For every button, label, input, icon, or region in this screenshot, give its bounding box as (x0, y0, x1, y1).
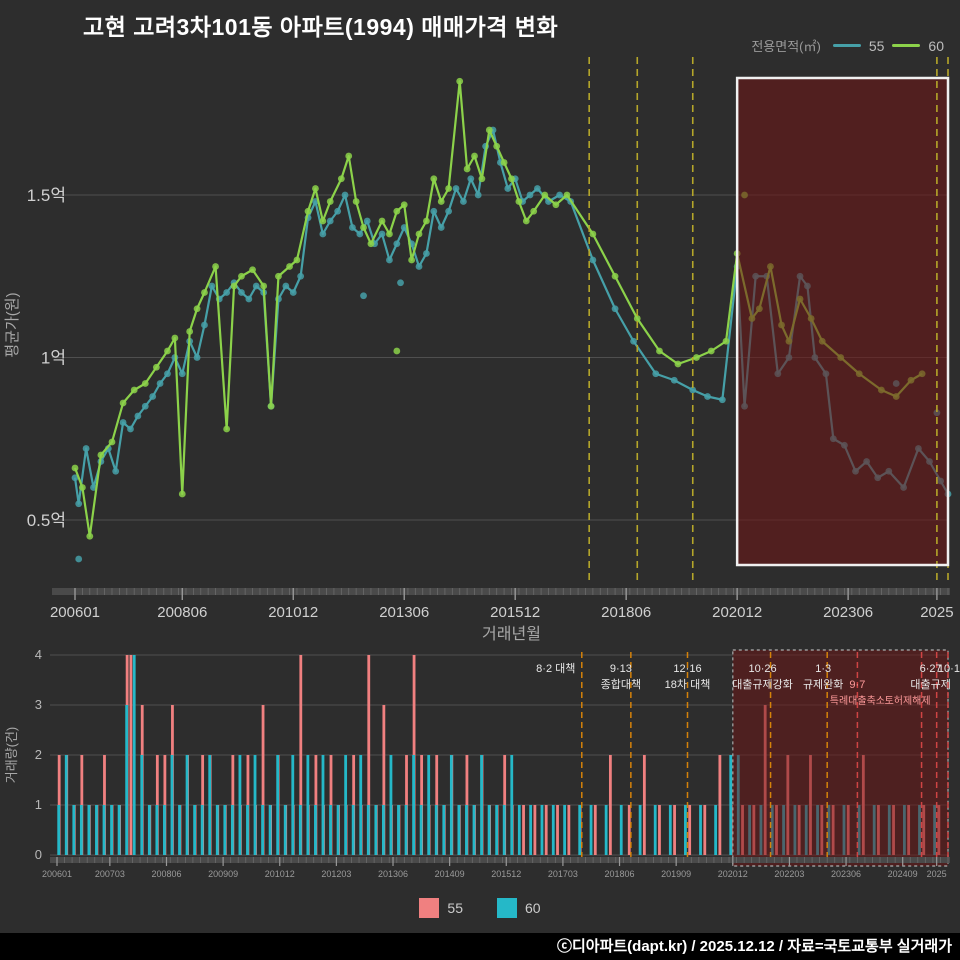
svg-text:9·13: 9·13 (610, 663, 632, 675)
svg-text:200703: 200703 (95, 869, 125, 879)
svg-text:0: 0 (35, 847, 42, 862)
volume-legend-label-55: 55 (447, 900, 463, 916)
svg-text:202012: 202012 (712, 604, 762, 621)
svg-text:1: 1 (35, 797, 42, 812)
svg-text:특례대출축소: 특례대출축소 (830, 695, 885, 707)
svg-text:거래년월: 거래년월 (482, 625, 541, 643)
svg-text:종합대책: 종합대책 (601, 678, 641, 691)
svg-text:201806: 201806 (605, 869, 635, 879)
svg-text:8·2 대책: 8·2 대책 (536, 662, 575, 675)
svg-text:202409: 202409 (888, 869, 918, 879)
legend-line-60 (892, 44, 921, 47)
svg-text:2: 2 (35, 747, 42, 762)
svg-text:4: 4 (35, 647, 42, 662)
svg-text:200601: 200601 (50, 604, 100, 621)
volume-legend-label-60: 60 (525, 900, 541, 916)
volume-legend-swatch-60 (497, 898, 517, 918)
svg-text:2025: 2025 (920, 604, 953, 621)
svg-text:201203: 201203 (321, 869, 351, 879)
legend-label-60[interactable]: 60 (928, 37, 944, 54)
svg-text:평균가(원): 평균가(원) (4, 292, 21, 357)
volume-legend-swatch-55 (419, 898, 440, 918)
svg-text:200909: 200909 (208, 869, 238, 879)
svg-text:202203: 202203 (774, 869, 804, 879)
svg-text:대출규제: 대출규제 (910, 678, 950, 691)
area-legend: 전용면적(㎡) 55 60 (751, 36, 944, 55)
svg-text:200601: 200601 (42, 869, 72, 879)
svg-text:6·27: 6·27 (920, 663, 942, 675)
svg-text:1억: 1억 (41, 349, 66, 368)
svg-text:대출규제강화: 대출규제강화 (732, 678, 793, 691)
svg-text:201512: 201512 (490, 604, 540, 621)
svg-text:규제완화: 규제완화 (803, 678, 843, 691)
svg-text:202306: 202306 (831, 869, 861, 879)
legend-line-55 (832, 44, 861, 47)
svg-text:1·3: 1·3 (815, 663, 831, 675)
svg-text:18차 대책: 18차 대책 (665, 678, 711, 691)
legend-label-55[interactable]: 55 (868, 37, 885, 54)
chart-canvas[interactable]: 0.5억 1억 1.5억 200601 200806 201012 201306 201512… (0, 0, 960, 933)
svg-text:201909: 201909 (661, 869, 691, 879)
page-title: 고현 고려3차101동 아파트(1994) 매매가격 변화 (83, 14, 559, 40)
svg-text:202012: 202012 (718, 869, 748, 879)
svg-text:거래량(건): 거래량(건) (4, 727, 19, 784)
svg-text:3: 3 (35, 697, 42, 712)
svg-text:202306: 202306 (823, 604, 873, 621)
volume-legend-item-60[interactable]: 60 (497, 898, 541, 918)
svg-text:10·26: 10·26 (748, 663, 776, 675)
svg-text:201012: 201012 (268, 604, 318, 621)
svg-text:201806: 201806 (601, 604, 651, 621)
svg-text:9·7: 9·7 (849, 679, 865, 691)
svg-text:토허제해제: 토허제해제 (885, 694, 931, 707)
footer-credit: ⓒ디아파트(dapt.kr) / 2025.12.12 / 자료=국토교통부 실… (0, 933, 960, 960)
area-legend-title: 전용면적(㎡) (751, 39, 821, 54)
svg-text:201512: 201512 (491, 869, 521, 879)
svg-text:201306: 201306 (378, 869, 408, 879)
svg-text:0.5억: 0.5억 (27, 511, 66, 530)
svg-text:10·15: 10·15 (938, 663, 960, 675)
svg-text:200806: 200806 (151, 869, 181, 879)
svg-text:200806: 200806 (157, 604, 207, 621)
svg-text:201012: 201012 (265, 869, 295, 879)
volume-legend: 55 60 (0, 898, 960, 918)
svg-text:12·16: 12·16 (673, 663, 701, 675)
svg-text:201409: 201409 (435, 869, 465, 879)
volume-legend-item-55[interactable]: 55 (419, 898, 463, 918)
svg-text:201703: 201703 (548, 869, 578, 879)
svg-text:2025: 2025 (927, 869, 947, 879)
svg-text:1.5억: 1.5억 (27, 186, 66, 205)
svg-text:201306: 201306 (379, 604, 429, 621)
